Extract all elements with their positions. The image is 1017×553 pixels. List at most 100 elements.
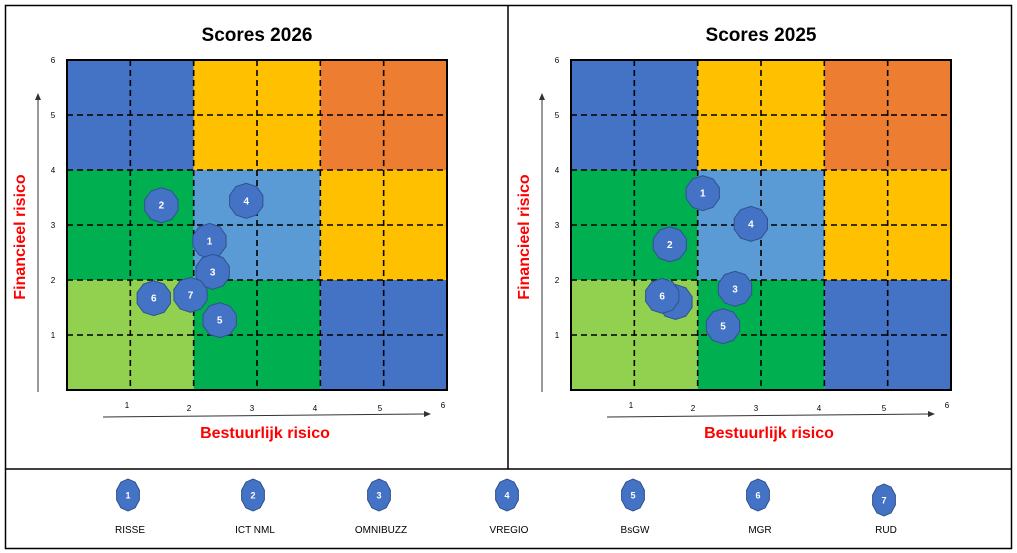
data-point-label: 3 — [210, 267, 216, 278]
legend-marker — [367, 478, 391, 512]
data-point-label: 2 — [667, 240, 673, 251]
x-axis-arrow — [606, 413, 930, 418]
legend-marker — [872, 483, 896, 517]
data-point-7: 7 — [173, 276, 208, 313]
x-axis-label: Bestuurlijk risico — [704, 425, 834, 442]
legend-label: BsGW — [621, 525, 650, 536]
y-axis-label: Financieel risico — [12, 174, 29, 300]
legend-item: 2 ICT NML — [235, 478, 275, 536]
y-tick-label: 2 — [555, 276, 560, 285]
data-point-4: 4 — [733, 205, 768, 242]
data-point-3: 3 — [195, 253, 230, 290]
data-point-6: 6 — [136, 280, 171, 317]
y-arrowhead-icon — [539, 93, 545, 100]
x-tick-label: 6 — [945, 401, 950, 410]
data-point-label: 6 — [659, 291, 665, 302]
chart-1: Scores 2025 1 2 3 4 5 6 1 2 3 4 5 6 Bestuurlijk risic… — [516, 25, 952, 442]
x-arrowhead-icon — [424, 411, 431, 417]
legend-marker-number: 7 — [881, 496, 886, 506]
data-point-2: 2 — [652, 226, 687, 263]
plot-border — [570, 59, 952, 391]
data-point-label: 6 — [151, 294, 157, 305]
chart-title: Scores 2025 — [706, 25, 817, 46]
data-point-marker — [705, 308, 741, 345]
y-tick-label: 4 — [555, 166, 560, 175]
y-tick-label: 6 — [51, 56, 56, 65]
y-tick-label: 1 — [51, 331, 56, 340]
legend: 1 RISSE 2 ICT NML 3 OMNIBUZZ 4 VREGIO 5 BsGW 6 MGR 7… — [115, 478, 897, 536]
plot-border — [66, 59, 448, 391]
data-point-4: 4 — [229, 182, 264, 219]
data-point-label: 7 — [188, 290, 194, 301]
x-tick-label: 3 — [250, 404, 255, 413]
data-point-label: 1 — [207, 236, 213, 247]
legend-marker-number: 4 — [504, 491, 509, 501]
legend-marker — [495, 478, 519, 512]
data-point-5: 5 — [705, 308, 741, 345]
legend-marker-number: 6 — [755, 491, 760, 501]
legend-marker-number: 1 — [125, 491, 130, 501]
legend-label: RISSE — [115, 525, 145, 536]
data-point-label: 1 — [700, 189, 706, 200]
data-point-marker — [144, 187, 179, 224]
data-point-5: 5 — [202, 302, 237, 339]
data-point-marker — [717, 270, 753, 307]
y-arrowhead-icon — [35, 93, 41, 100]
legend-label: ICT NML — [235, 525, 275, 536]
data-point-1: 1 — [192, 222, 227, 259]
y-axis-label: Financieel risico — [516, 174, 533, 300]
y-tick-label: 5 — [51, 111, 56, 120]
legend-marker — [241, 478, 265, 512]
data-point-marker — [685, 175, 720, 212]
legend-marker — [621, 478, 645, 512]
data-point-marker — [645, 277, 680, 314]
x-tick-label: 1 — [125, 401, 130, 410]
legend-item: 1 RISSE — [115, 478, 145, 536]
data-point-label: 4 — [748, 219, 754, 230]
data-point-1: 1 — [685, 175, 720, 212]
x-arrowhead-icon — [928, 411, 935, 417]
data-point-label: 3 — [732, 284, 738, 295]
y-tick-label: 6 — [555, 56, 560, 65]
x-axis-label: Bestuurlijk risico — [200, 425, 330, 442]
x-tick-label: 2 — [691, 404, 696, 413]
legend-item: 5 BsGW — [621, 478, 650, 536]
legend-marker — [116, 478, 140, 512]
data-point-marker — [173, 276, 208, 313]
y-tick-label: 3 — [555, 221, 560, 230]
x-tick-label: 4 — [817, 404, 822, 413]
x-tick-label: 3 — [754, 404, 759, 413]
legend-marker-number: 3 — [376, 491, 381, 501]
y-tick-label: 4 — [51, 166, 56, 175]
legend-label: VREGIO — [490, 525, 529, 536]
data-point-label: 2 — [159, 201, 165, 212]
x-tick-label: 6 — [441, 401, 446, 410]
legend-label: OMNIBUZZ — [355, 525, 407, 536]
data-point-2: 2 — [144, 187, 179, 224]
x-tick-label: 5 — [378, 404, 383, 413]
data-point-marker — [136, 280, 171, 317]
data-point-marker — [652, 226, 687, 263]
legend-item: 3 OMNIBUZZ — [355, 478, 407, 536]
x-tick-label: 1 — [629, 401, 634, 410]
x-tick-label: 2 — [187, 404, 192, 413]
data-point-marker — [229, 182, 264, 219]
legend-label: MGR — [748, 525, 771, 536]
y-tick-label: 1 — [555, 331, 560, 340]
legend-marker-number: 2 — [250, 491, 255, 501]
legend-item: 7 RUD — [872, 483, 897, 536]
x-tick-label: 4 — [313, 404, 318, 413]
data-point-3: 3 — [717, 270, 753, 307]
data-point-6: 6 — [645, 277, 680, 314]
data-point-marker — [195, 253, 230, 290]
data-point-marker — [202, 302, 237, 339]
x-tick-label: 5 — [882, 404, 887, 413]
y-tick-label: 2 — [51, 276, 56, 285]
data-point-label: 5 — [720, 322, 726, 333]
chart-title: Scores 2026 — [202, 25, 313, 46]
legend-marker — [746, 478, 770, 512]
legend-marker-number: 5 — [630, 491, 635, 501]
chart-0: Scores 2026 1 2 3 4 5 6 1 2 3 4 5 6 Bestuurlijk risic… — [12, 25, 448, 442]
data-point-marker — [733, 205, 768, 242]
